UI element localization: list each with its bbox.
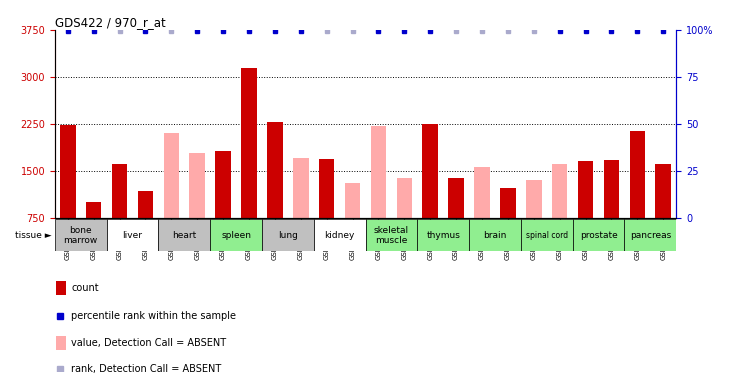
Bar <box>56 281 66 296</box>
Bar <box>262 219 314 251</box>
Bar <box>293 158 308 218</box>
Text: brain: brain <box>483 231 507 240</box>
Bar <box>137 190 154 217</box>
Bar <box>107 219 159 251</box>
Bar <box>396 177 412 218</box>
Bar <box>500 188 515 218</box>
Bar <box>624 219 676 251</box>
Bar <box>55 219 107 251</box>
Text: kidney: kidney <box>325 231 355 240</box>
Bar <box>448 178 464 218</box>
Bar <box>552 164 567 218</box>
Bar <box>86 202 102 217</box>
Bar <box>189 153 205 218</box>
Text: spleen: spleen <box>221 231 251 240</box>
Bar <box>216 151 231 217</box>
Text: value, Detection Call = ABSENT: value, Detection Call = ABSENT <box>72 338 227 348</box>
Bar <box>469 219 520 251</box>
Text: heart: heart <box>172 231 197 240</box>
Bar <box>314 219 366 251</box>
Text: liver: liver <box>123 231 143 240</box>
Text: thymus: thymus <box>426 231 460 240</box>
Text: bone
marrow: bone marrow <box>64 226 98 245</box>
Bar <box>423 124 438 217</box>
Bar <box>656 164 671 218</box>
Bar <box>112 164 127 218</box>
Bar <box>241 68 257 218</box>
Text: skeletal
muscle: skeletal muscle <box>374 226 409 245</box>
Text: lung: lung <box>278 231 298 240</box>
Bar <box>526 180 542 218</box>
Bar <box>417 219 469 251</box>
Bar <box>164 133 179 218</box>
Bar <box>159 219 211 251</box>
Bar <box>56 336 66 350</box>
Bar <box>345 183 360 218</box>
Text: count: count <box>72 283 99 293</box>
Text: rank, Detection Call = ABSENT: rank, Detection Call = ABSENT <box>72 364 221 374</box>
Text: tissue ►: tissue ► <box>15 231 51 240</box>
Text: spinal cord: spinal cord <box>526 231 568 240</box>
Bar <box>319 159 334 218</box>
Bar <box>521 219 572 251</box>
Bar <box>267 122 283 218</box>
Text: percentile rank within the sample: percentile rank within the sample <box>72 310 236 321</box>
Bar <box>366 219 417 251</box>
Bar <box>629 130 645 218</box>
Bar <box>604 160 619 218</box>
Text: GDS422 / 970_r_at: GDS422 / 970_r_at <box>55 16 166 29</box>
Bar <box>60 125 75 217</box>
Text: prostate: prostate <box>580 231 618 240</box>
Bar <box>572 219 624 251</box>
Text: pancreas: pancreas <box>629 231 671 240</box>
Bar <box>577 161 594 218</box>
Bar <box>211 219 262 251</box>
Bar <box>474 167 490 218</box>
Bar <box>371 126 386 218</box>
